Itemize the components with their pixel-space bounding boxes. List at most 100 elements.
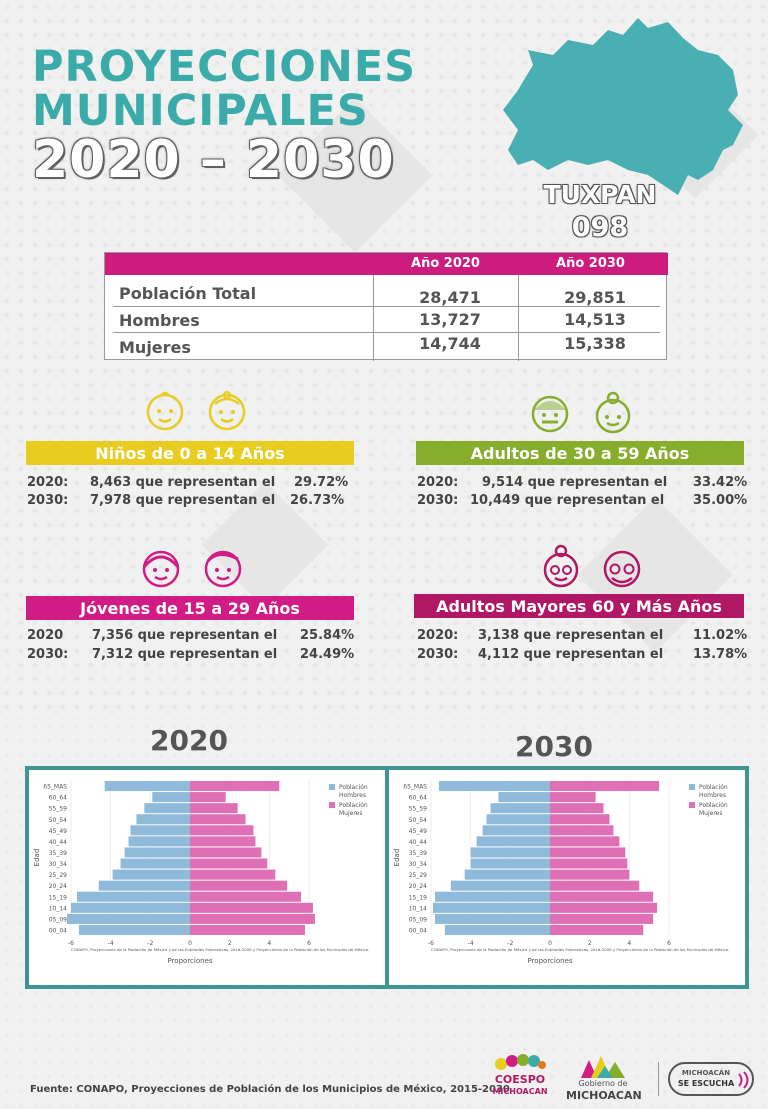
legend-swatch	[329, 802, 335, 808]
bar-mujeres	[190, 781, 280, 792]
bar-hombres	[434, 913, 550, 924]
x-tick-label: -2	[507, 940, 513, 947]
bar-mujeres	[550, 880, 640, 891]
band-jovenes: Jóvenes de 15 a 29 Años	[26, 596, 354, 620]
bar-mujeres	[190, 814, 246, 825]
header-2020: Año 2020	[411, 256, 480, 271]
y-tick-label: 65_MAS	[403, 784, 427, 791]
y-tick-label: 10_14	[49, 905, 67, 912]
y-tick-label: 00_04	[49, 927, 67, 934]
coespo-logo-line2: MICHOACAN	[492, 1087, 548, 1096]
y-tick-label: 20_24	[409, 883, 427, 890]
escucha-logo-line2: SE ESCUCHA	[677, 1079, 735, 1088]
divider	[113, 332, 660, 333]
band-jovenes-label: Jóvenes de 15 a 29 Años	[80, 599, 300, 618]
y-axis-label: Edad	[33, 849, 41, 867]
footer-source: Fuente: CONAPO, Proyecciones de Població…	[30, 1084, 510, 1095]
mujeres-2030: 15,338	[564, 334, 626, 353]
ninos-2020-text: 8,463 que representan el	[90, 475, 276, 490]
x-tick-label: 6	[307, 940, 311, 947]
row-label-hombres: Hombres	[119, 311, 200, 330]
y-tick-label: 45_49	[49, 828, 67, 835]
population-pyramid-2030: -6 -4 -2 0 2 4 6 65_MAS 60_64 55_59 50_54 45_49 40_4…	[385, 766, 749, 989]
y-tick-label: 45_49	[409, 828, 427, 835]
bar-hombres	[71, 902, 190, 913]
x-tick-label: 4	[267, 940, 271, 947]
population-table: Año 2020 Año 2030 Población Total 28,471…	[104, 252, 668, 361]
young-man-icon	[204, 550, 242, 588]
bar-hombres	[76, 891, 190, 902]
bar-hombres	[498, 792, 550, 803]
adultos-2030-pct: 35.00%	[693, 493, 748, 508]
young-woman-icon	[142, 550, 180, 588]
coespo-logo-line1: COESPO	[494, 1073, 546, 1086]
band-mayores: Adultos Mayores 60 y Más Años	[414, 594, 744, 618]
bar-mujeres	[190, 858, 268, 869]
michoacan-se-escucha-logo: MICHOACÁN SE ESCUCHA	[668, 1062, 754, 1096]
y-tick-label: 35_39	[49, 850, 67, 857]
total-2030: 29,851	[564, 288, 626, 307]
x-tick-label: 6	[667, 940, 671, 947]
bar-hombres	[98, 880, 190, 891]
mayores-2020-text: 3,138 que representan el	[478, 628, 664, 643]
bar-mujeres	[550, 924, 644, 935]
y-tick-label: 25_29	[49, 872, 67, 879]
mujeres-2020: 14,744	[419, 334, 481, 353]
bar-mujeres	[550, 803, 604, 814]
jovenes-2030-year: 2030:	[27, 647, 69, 662]
municipality-code: 098	[571, 212, 629, 243]
gobierno-logo-line2: MICHOACAN	[566, 1089, 642, 1102]
bar-hombres	[450, 880, 550, 891]
population-pyramid-2020: -6 -4 -2 0 2 4 6 65_MAS 60_64 55_59 50_54 45_49 40_4…	[25, 766, 389, 989]
grandmother-icon	[543, 544, 579, 588]
y-tick-label: 55_59	[49, 806, 67, 813]
adultos-2020-pct: 33.42%	[693, 475, 748, 490]
legend-label: Población Mujeres	[699, 802, 728, 817]
mayores-2030-pct: 13.78%	[693, 647, 748, 662]
legend-swatch	[689, 802, 695, 808]
y-tick-label: 15_19	[409, 894, 427, 901]
ninos-2020-pct: 29.72%	[294, 475, 349, 490]
y-tick-label: 10_14	[409, 905, 427, 912]
bar-mujeres	[550, 858, 628, 869]
header-2030: Año 2030	[556, 256, 625, 271]
adultos-2020-text: 9,514 que representan el	[482, 475, 668, 490]
legend-label: Población Hombres	[339, 784, 368, 799]
mayores-2030-text: 4,112 que representan el	[478, 647, 664, 662]
adult-woman-icon	[595, 391, 631, 434]
jovenes-2020-pct: 25.84%	[300, 628, 355, 643]
bar-mujeres	[190, 803, 238, 814]
y-tick-label: 30_34	[49, 861, 67, 868]
bar-hombres	[444, 924, 550, 935]
jovenes-2020-year: 2020	[27, 628, 64, 643]
y-tick-label: 00_04	[409, 927, 427, 934]
x-tick-label: 0	[548, 940, 552, 947]
bar-mujeres	[190, 869, 276, 880]
bar-hombres	[482, 825, 550, 836]
x-tick-label: -2	[147, 940, 153, 947]
escucha-logo-line1: MICHOACÁN	[681, 1069, 731, 1077]
total-2020: 28,471	[419, 288, 481, 307]
bar-hombres	[136, 814, 190, 825]
logo-divider	[658, 1062, 659, 1096]
bar-hombres	[476, 836, 550, 847]
bar-hombres	[470, 858, 550, 869]
bar-hombres	[104, 781, 190, 792]
legend-swatch	[689, 784, 695, 790]
gobierno-michoacan-logo-icon	[581, 1056, 625, 1078]
table-header: Año 2020 Año 2030	[105, 253, 668, 275]
bar-mujeres	[190, 880, 288, 891]
chart-year-2030: 2030	[515, 730, 593, 763]
ninos-2030-text: 7,978 que representan el	[90, 493, 276, 508]
bar-hombres	[432, 902, 550, 913]
band-mayores-label: Adultos Mayores 60 y Más Años	[436, 597, 722, 616]
chart-source-note: CONAPO, Proyecciones de la Población de …	[71, 947, 369, 952]
band-ninos-label: Niños de 0 a 14 Años	[95, 444, 285, 463]
y-tick-label: 05_09	[409, 916, 427, 923]
municipality-name: TUXPAN	[543, 180, 657, 209]
bar-mujeres	[550, 814, 610, 825]
adultos-2030-year: 2030:	[417, 493, 459, 508]
x-tick-label: -4	[468, 940, 474, 947]
y-tick-label: 55_59	[409, 806, 427, 813]
x-tick-label: -6	[68, 940, 74, 947]
